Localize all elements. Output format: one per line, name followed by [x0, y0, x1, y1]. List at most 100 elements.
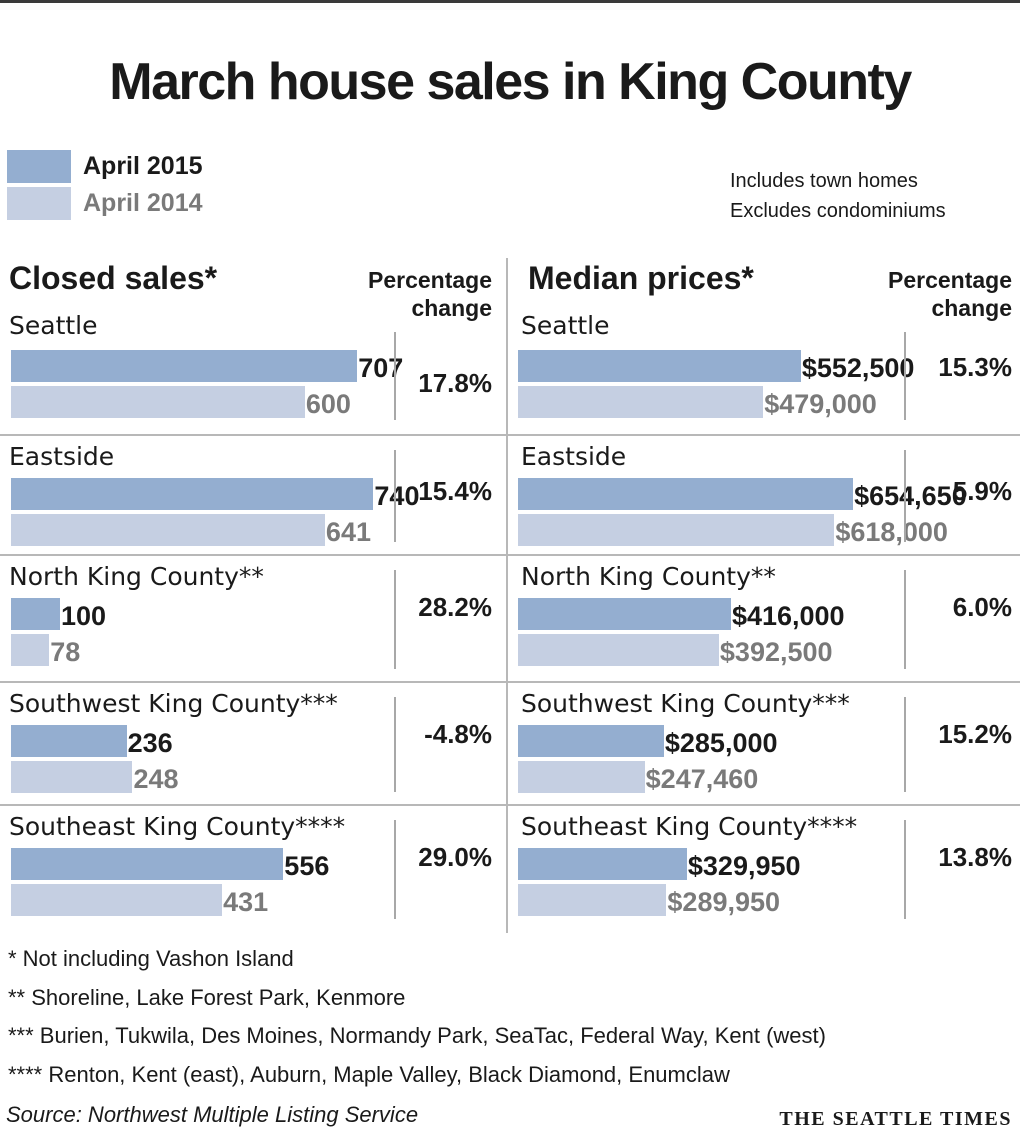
row-separator	[508, 554, 1020, 556]
region-row: North King County** $416,000 $392,500 6.0%	[508, 556, 1020, 683]
column-divider	[904, 570, 906, 669]
row-separator	[0, 434, 506, 436]
region-label: Eastside	[9, 442, 115, 471]
closed-sales-panel: Closed sales* Percentage change Seattle 7…	[0, 258, 508, 933]
column-divider	[394, 697, 396, 792]
row-separator	[508, 434, 1020, 436]
bar-april-2015	[518, 725, 664, 757]
percentage-change-header: Percentage change	[368, 266, 492, 322]
value-label-april-2014: $247,460	[645, 764, 759, 794]
pct-header-line-1: Percentage	[887, 267, 1012, 293]
percentage-change-value: 17.8%	[418, 368, 492, 398]
percentage-change-value: 13.8%	[938, 842, 1012, 872]
legend-swatch-2015	[7, 149, 71, 183]
publisher-logo: THE SEATTLE TIMES	[779, 1108, 1012, 1130]
bar-april-2014	[11, 386, 305, 418]
region-label: Eastside	[521, 442, 627, 471]
region-row: Seattle 707 600 17.8%	[0, 308, 506, 436]
legend-swatch-2014	[7, 186, 71, 220]
bar-april-2015	[11, 598, 60, 630]
value-label-april-2015: $329,950	[687, 851, 801, 881]
row-separator	[508, 804, 1020, 806]
value-label-april-2014: 641	[325, 517, 371, 547]
note-excludes: Excludes condominiums	[730, 200, 946, 222]
region-label: Seattle	[521, 311, 610, 340]
value-label-april-2014: 78	[50, 637, 81, 667]
value-label-april-2015: $654,650	[854, 481, 967, 511]
region-row: Seattle $552,500 $479,000 15.3%	[508, 308, 1020, 436]
value-label-april-2014: 600	[305, 389, 351, 419]
column-divider	[904, 820, 906, 919]
region-row: Southeast King County**** $329,950 $289,95…	[508, 806, 1020, 933]
region-row: Southwest King County*** $285,000 $247,460…	[508, 683, 1020, 806]
value-label-april-2015: 236	[127, 728, 173, 758]
bar-april-2014	[518, 634, 719, 666]
value-label-april-2014: $479,000	[764, 389, 877, 419]
percentage-change-value: 5.9%	[952, 476, 1012, 506]
bar-april-2015	[518, 848, 687, 880]
percentage-change-value: 15.3%	[938, 352, 1012, 382]
value-label-april-2014: $618,000	[835, 517, 948, 547]
value-label-april-2015: $552,500	[801, 353, 915, 383]
footnotes: * Not including Vashon Island ** Shoreli…	[8, 940, 826, 1094]
source-credit: Source: Northwest Multiple Listing Servi…	[6, 1102, 419, 1127]
region-label: Southeast King County****	[9, 812, 346, 841]
percentage-change-value: 6.0%	[952, 592, 1012, 622]
row-separator	[0, 554, 506, 556]
row-separator	[0, 804, 506, 806]
panel-title: Median prices*	[528, 260, 754, 296]
percentage-change-value: 29.0%	[418, 842, 492, 872]
value-label-april-2014: 431	[223, 887, 269, 917]
legend-item-2015: April 2015	[7, 148, 203, 184]
value-label-april-2015: $285,000	[664, 728, 778, 758]
region-row: Eastside 740 641 15.4%	[0, 436, 506, 556]
value-label-april-2014: $289,950	[667, 887, 781, 917]
footnote-3: *** Burien, Tukwila, Des Moines, Normand…	[8, 1023, 826, 1048]
percentage-change-value: 15.2%	[938, 719, 1012, 749]
footnote-1: * Not including Vashon Island	[8, 946, 294, 971]
row-separator	[508, 681, 1020, 683]
value-label-april-2014: 248	[133, 764, 179, 794]
column-divider	[394, 820, 396, 919]
bar-april-2014	[11, 634, 50, 666]
region-label: Southeast King County****	[521, 812, 858, 841]
column-divider	[394, 570, 396, 669]
legend-item-2014: April 2014	[7, 185, 203, 221]
region-row: Southeast King County**** 556 431 29.0%	[0, 806, 506, 933]
bar-april-2014	[518, 386, 764, 418]
bar-april-2015	[11, 350, 358, 382]
bar-april-2014	[518, 761, 645, 793]
pct-header-line-2: change	[931, 295, 1012, 321]
inclusion-notes: Includes town homes Excludes condominium…	[730, 166, 946, 226]
region-row: Southwest King County*** 236 248 -4.8%	[0, 683, 506, 806]
percentage-change-value: 28.2%	[418, 592, 492, 622]
region-label: Seattle	[9, 311, 98, 340]
column-divider	[904, 332, 906, 420]
value-label-april-2015: 707	[358, 353, 404, 383]
column-divider	[394, 450, 396, 542]
percentage-change-header: Percentage change	[888, 266, 1012, 322]
value-label-april-2014: $392,500	[719, 637, 833, 667]
region-label: Southwest King County***	[521, 689, 850, 718]
legend-label-2015: April 2015	[83, 151, 203, 180]
region-label: Southwest King County***	[9, 689, 338, 718]
note-includes: Includes town homes	[730, 170, 918, 192]
panel-title: Closed sales*	[9, 260, 218, 296]
bar-april-2014	[11, 514, 325, 546]
column-divider	[904, 450, 906, 542]
bar-april-2015	[11, 725, 127, 757]
bar-april-2015	[11, 478, 374, 510]
pct-header-line-2: change	[411, 295, 492, 321]
footnote-4: **** Renton, Kent (east), Auburn, Maple …	[8, 1061, 730, 1087]
region-label: North King County**	[9, 562, 264, 591]
value-label-april-2015: 556	[284, 851, 330, 881]
column-divider	[394, 332, 396, 420]
bar-april-2014	[518, 514, 835, 546]
chart-title: March house sales in King County	[109, 53, 912, 111]
legend-label-2014: April 2014	[83, 188, 203, 217]
percentage-change-value: 15.4%	[418, 476, 492, 506]
bar-april-2014	[11, 884, 223, 916]
value-label-april-2015: 740	[374, 481, 420, 511]
value-label-april-2015: $416,000	[731, 601, 845, 631]
region-row: Eastside $654,650 $618,000 5.9%	[508, 436, 1020, 556]
